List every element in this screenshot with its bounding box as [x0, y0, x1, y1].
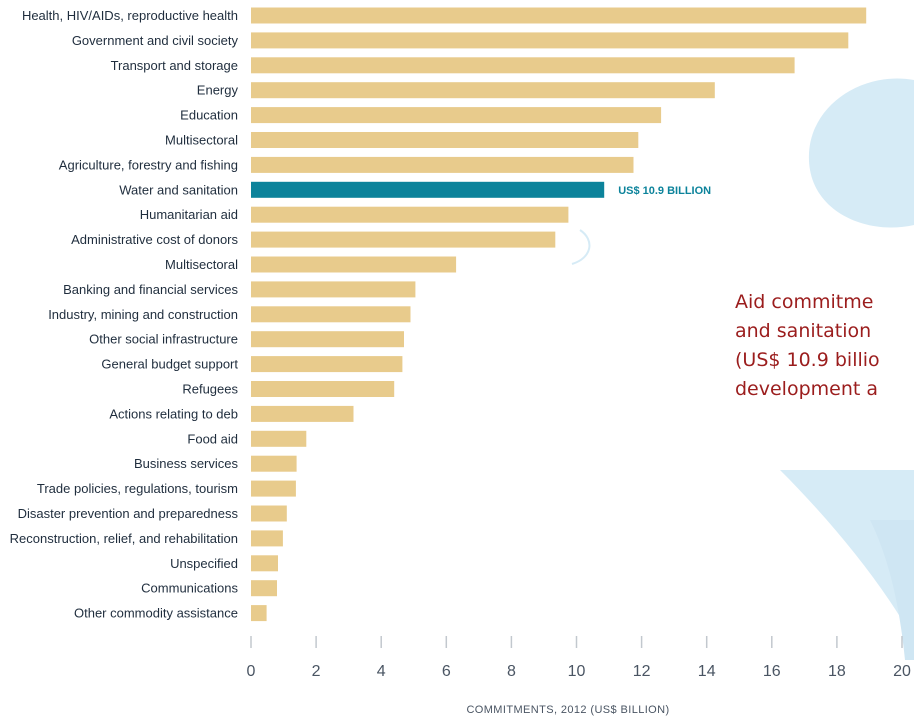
bar: [251, 605, 267, 622]
category-label: Administrative cost of donors: [71, 232, 238, 247]
category-label: Multisectoral: [165, 133, 238, 148]
bar: [251, 206, 569, 223]
bar: [251, 530, 283, 547]
decorative-water-shape: [808, 78, 914, 228]
category-label: Refugees: [182, 382, 238, 397]
category-label: Industry, mining and construction: [48, 307, 238, 322]
bar-highlight: [251, 181, 605, 198]
category-label: Reconstruction, relief, and rehabilitati…: [10, 531, 238, 546]
category-label: Disaster prevention and preparedness: [18, 506, 239, 521]
bar: [251, 580, 277, 597]
decorative-water-swirl: [571, 229, 591, 265]
bar: [251, 156, 634, 173]
x-tick-label: 10: [568, 663, 586, 680]
x-tick-label: 14: [698, 663, 716, 680]
x-tick-label: 4: [377, 663, 386, 680]
bar: [251, 256, 457, 273]
category-label: Unspecified: [170, 556, 238, 571]
bar: [251, 356, 403, 373]
bar: [251, 331, 404, 348]
bar: [251, 281, 416, 298]
category-label: Education: [180, 108, 238, 123]
category-label: Government and civil society: [72, 33, 239, 48]
highlight-annotation: US$ 10.9 BILLION: [618, 185, 711, 197]
x-tick-label: 2: [312, 663, 321, 680]
x-tick-label: 6: [442, 663, 451, 680]
x-tick-label: 18: [828, 663, 846, 680]
callout-line: development a: [735, 378, 879, 400]
x-tick-label: 12: [633, 663, 651, 680]
bar: [251, 555, 278, 572]
category-label: Trade policies, regulations, tourism: [37, 481, 238, 496]
x-tick-label: 20: [893, 663, 911, 680]
bar: [251, 231, 556, 248]
category-label: Other commodity assistance: [74, 606, 238, 621]
bar: [251, 480, 296, 497]
bar: [251, 132, 639, 148]
category-label: Agriculture, forestry and fishing: [59, 157, 238, 172]
category-label: Water and sanitation: [119, 182, 238, 197]
category-label: Actions relating to deb: [109, 406, 238, 421]
bars-group: [251, 7, 867, 622]
bar: [251, 32, 849, 49]
category-label: Food aid: [187, 431, 238, 446]
callout-line: and sanitation: [735, 320, 872, 342]
decorative-water-shape: [870, 520, 914, 660]
category-label: Business services: [134, 456, 239, 471]
x-tick-label: 16: [763, 663, 781, 680]
decorative-water-shape: [780, 470, 914, 640]
category-label: Energy: [197, 83, 239, 98]
category-label: Communications: [141, 581, 238, 596]
callout-text: Aid commitme and sanitation (US$ 10.9 bi…: [735, 288, 914, 404]
bar: [251, 306, 411, 323]
category-label: Transport and storage: [111, 58, 238, 73]
bar: [251, 455, 297, 472]
category-labels: Health, HIV/AIDs, reproductive health Gov…: [10, 8, 239, 621]
bar: [251, 57, 795, 74]
category-label: Humanitarian aid: [140, 207, 238, 222]
bar: [251, 107, 662, 124]
x-tick-label: 8: [507, 663, 516, 680]
category-label: Other social infrastructure: [89, 332, 238, 347]
category-label: Banking and financial services: [63, 282, 238, 297]
category-label: Health, HIV/AIDs, reproductive health: [22, 8, 238, 23]
callout-line: Aid commitme: [735, 291, 874, 313]
background-decoration: [571, 78, 914, 660]
bar: [251, 381, 395, 397]
bar: [251, 430, 307, 447]
x-axis-label: COMMITMENTS, 2012 (US$ BILLION): [466, 704, 669, 716]
bar: [251, 7, 867, 24]
callout-line: (US$ 10.9 billio: [735, 349, 880, 371]
category-label: Multisectoral: [165, 257, 238, 272]
bar: [251, 505, 287, 522]
category-label: General budget support: [101, 357, 238, 372]
x-axis: 0 2 4 6 8 10 12 14 16 18 20: [247, 636, 911, 680]
bar: [251, 82, 715, 99]
x-tick-label: 0: [247, 663, 256, 680]
bar: [251, 405, 354, 422]
